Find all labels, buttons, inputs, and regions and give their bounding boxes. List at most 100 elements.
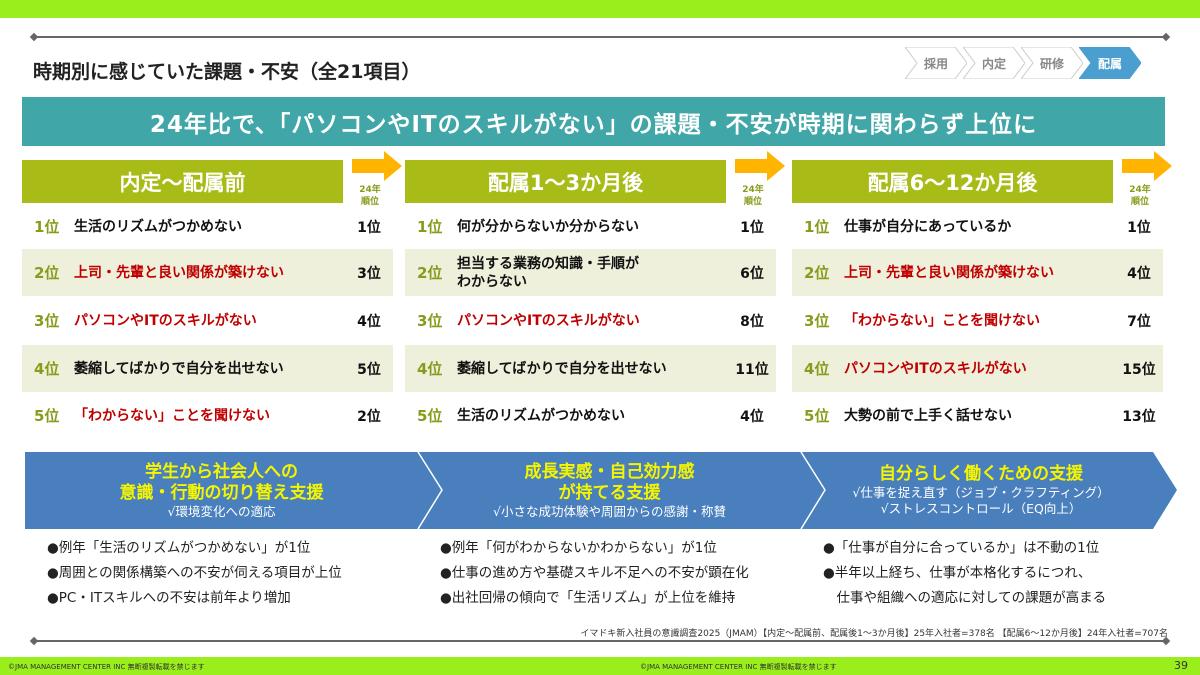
step-label: 採用: [923, 56, 948, 71]
prev-year-rank: 13位: [1122, 408, 1156, 425]
support-heading: 学生から社会人への: [145, 461, 298, 482]
ranking-row: 2位 上司・先輩と良い関係が築けない 4位: [792, 249, 1163, 296]
issue-text: パソコンやITのスキルがない: [844, 360, 1115, 378]
findings-list: ●「仕事が自分に合っているか」は不動の1位 ●半年以上経ち、仕事が本格化するにつれ…: [823, 536, 1200, 611]
process-steps: 採用 内定 研修 配属: [905, 47, 1141, 79]
support-heading: 意識・行動の切り替え支援: [119, 482, 324, 503]
prev-rank-header: 24年 順位: [738, 184, 768, 208]
rank: 2位: [34, 264, 60, 282]
issue-line: 大勢の前で上手く話せない: [844, 407, 1012, 424]
period-header: 配属6〜12か月後: [792, 160, 1113, 203]
ranking-row: 4位 パソコンやITのスキルがない 15位: [792, 345, 1163, 392]
support-heading: 自分らしく働くための支援: [879, 464, 1083, 484]
divider-end: [1161, 32, 1171, 42]
issue-text: パソコンやITのスキルがない: [457, 312, 728, 330]
prev-year-rank: 4位: [740, 408, 764, 425]
issue-text: 生活のリズムがつかめない: [74, 218, 345, 236]
rank: 5位: [417, 407, 443, 425]
rank: 3位: [417, 312, 443, 330]
rank: 2位: [804, 264, 830, 282]
support-point: √ストレスコントロール（EQ向上）: [880, 501, 1082, 516]
prev-rank-header-line: 24年: [1129, 185, 1151, 195]
prev-year-rank: 15位: [1122, 361, 1156, 378]
finding-item: ●PC・ITスキルへの不安は前年より増加: [47, 590, 291, 606]
issue-line: パソコンやITのスキルがない: [74, 312, 257, 329]
finding-item: ●周囲との関係構築への不安が伺える項目が上位: [47, 565, 342, 581]
issue-text: 大勢の前で上手く話せない: [844, 407, 1115, 425]
issue-line: 生活のリズムがつかめない: [74, 218, 242, 235]
support-theme: 自分らしく働くための支援 √仕事を捉え直す（ジョブ・クラフティング） √ストレスコン…: [801, 452, 1161, 529]
prev-year-rank: 7位: [1127, 313, 1151, 330]
ranking-row: 2位 上司・先輩と良い関係が築けない 3位: [22, 249, 393, 296]
support-theme: 成長実感・自己効力感 が持てる支援 √小さな成功体験や周囲からの感謝・称賛: [418, 452, 801, 529]
divider: [34, 640, 1166, 642]
ranking-row: 3位 パソコンやITのスキルがない 8位: [405, 297, 776, 344]
ranking-row: 1位 生活のリズムがつかめない 1位: [22, 203, 393, 250]
issue-line: パソコンやITのスキルがない: [457, 312, 640, 329]
period-header: 内定〜配属前: [22, 160, 343, 203]
band-divider: [800, 452, 826, 529]
copyright: ©JMA MANAGEMENT CENTER INC 無断複製転載を禁じます: [8, 663, 205, 671]
source-note: イマドキ新入社員の意識調査2025（JMAM）【内定〜配属前、配属後1〜3か月後…: [580, 629, 1168, 639]
ranking-row: 1位 何が分からないか分からない 1位: [405, 203, 776, 250]
rank: 1位: [417, 218, 443, 236]
issue-text: 上司・先輩と良い関係が築けない: [74, 264, 345, 282]
band-divider: [417, 452, 443, 529]
period-header: 配属1〜3か月後: [405, 160, 726, 203]
step-0: 採用: [905, 47, 967, 79]
rank: 1位: [34, 218, 60, 236]
divider-end: [1161, 636, 1171, 646]
step-3: 配属: [1079, 47, 1141, 79]
prev-rank-header-line: 順位: [360, 197, 379, 207]
prev-year-rank: 3位: [357, 265, 381, 282]
page-number: 39: [1174, 659, 1188, 672]
prev-rank-header: 24年 順位: [355, 184, 385, 208]
issue-text: 萎縮してばかりで自分を出せない: [457, 360, 728, 378]
support-point: √環境変化への適応: [167, 503, 276, 519]
issue-text: 何が分からないか分からない: [457, 218, 728, 236]
divider-end: [29, 32, 39, 42]
issue-line: 萎縮してばかりで自分を出せない: [74, 360, 284, 377]
prev-year-rank: 4位: [1127, 265, 1151, 282]
step-1: 内定: [963, 47, 1025, 79]
prev-year-rank: 1位: [740, 219, 764, 236]
issue-line: 生活のリズムがつかめない: [457, 407, 625, 424]
arrow-right-icon: [1122, 151, 1172, 181]
issue-line: パソコンやITのスキルがない: [844, 360, 1027, 377]
prev-rank-header: 24年 順位: [1125, 184, 1155, 208]
rank: 2位: [417, 264, 443, 282]
issue-line: 「わからない」ことを聞けない: [74, 407, 270, 424]
issue-line: 「わからない」ことを聞けない: [844, 312, 1040, 329]
prev-year-rank: 1位: [357, 219, 381, 236]
issue-line: 上司・先輩と良い関係が築けない: [844, 264, 1054, 281]
issue-line: 萎縮してばかりで自分を出せない: [457, 360, 667, 377]
support-point: √小さな成功体験や周囲からの感謝・称賛: [493, 503, 726, 519]
issue-line: わからない: [457, 273, 527, 290]
support-theme: 学生から社会人への 意識・行動の切り替え支援 √環境変化への適応: [25, 452, 418, 529]
arrow-right-icon: [352, 151, 402, 181]
support-chevron-band: [25, 452, 1177, 529]
prev-year-rank: 8位: [740, 313, 764, 330]
issue-text: 担当する業務の知識・手順が わからない: [457, 255, 728, 291]
issue-text: 萎縮してばかりで自分を出せない: [74, 360, 345, 378]
rank: 4位: [804, 360, 830, 378]
ranking-row: 5位 生活のリズムがつかめない 4位: [405, 392, 776, 439]
page-title: 時期別に感じていた課題・不安（全21項目）: [33, 61, 421, 83]
copyright-center: ©JMA MANAGEMENT CENTER INC 無断複製転載を禁じます: [640, 663, 837, 671]
rank: 5位: [34, 407, 60, 425]
ranking-row: 2位 担当する業務の知識・手順が わからない 6位: [405, 249, 776, 296]
rank: 4位: [417, 360, 443, 378]
support-heading: 成長実感・自己効力感: [524, 461, 695, 482]
prev-rank-header-line: 24年: [742, 185, 764, 195]
finding-item: 仕事や組織への適応に対しての課題が高まる: [823, 590, 1107, 606]
arrow-right-icon: [735, 151, 785, 181]
issue-text: 上司・先輩と良い関係が築けない: [844, 264, 1115, 282]
support-heading: が持てる支援: [558, 482, 661, 503]
ranking-row: 4位 萎縮してばかりで自分を出せない 11位: [405, 345, 776, 392]
top-accent-bar: [0, 0, 1200, 18]
finding-item: ●仕事の進め方や基礎スキル不足への不安が顕在化: [440, 565, 749, 581]
divider-end: [29, 636, 39, 646]
rank: 1位: [804, 218, 830, 236]
prev-year-rank: 5位: [357, 361, 381, 378]
ranking-row: 5位 大勢の前で上手く話せない 13位: [792, 392, 1163, 439]
